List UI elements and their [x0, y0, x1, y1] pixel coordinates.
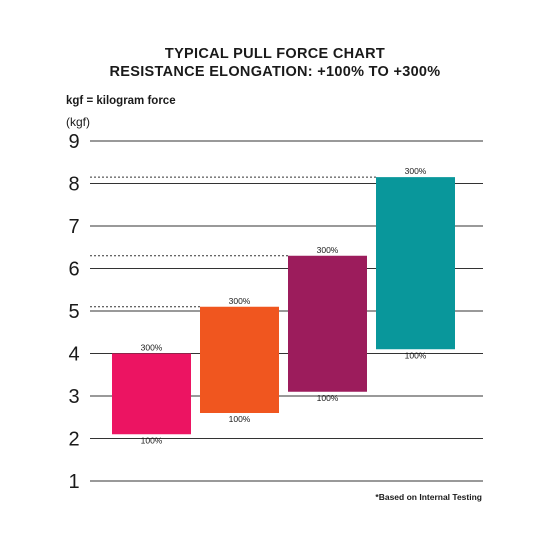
y-tick-label: 2 — [68, 429, 79, 451]
y-tick-label: 9 — [68, 131, 79, 153]
y-tick-label: 1 — [68, 471, 79, 493]
bar-high-label: 300% — [141, 343, 163, 353]
bar-low-label: 100% — [229, 414, 251, 424]
range-bar — [200, 306, 279, 413]
bar-low-label: 100% — [405, 350, 427, 360]
y-tick-label: 4 — [68, 344, 79, 366]
y-axis-unit: (kgf) — [66, 115, 90, 129]
unit-note: kgf = kilogram force — [66, 95, 176, 107]
bar-high-label: 300% — [229, 296, 251, 306]
footnote: *Based on Internal Testing — [375, 492, 482, 502]
range-bar — [288, 255, 367, 392]
range-bar — [112, 353, 191, 435]
bar-low-label: 100% — [141, 435, 163, 445]
chart-title: TYPICAL PULL FORCE CHART — [164, 46, 386, 62]
y-tick-label: 5 — [68, 301, 79, 323]
y-tick-label: 7 — [68, 216, 79, 238]
y-tick-label: 6 — [68, 259, 79, 281]
bar-high-label: 300% — [405, 166, 427, 176]
range-bar — [376, 177, 455, 350]
y-tick-label: 3 — [68, 386, 79, 408]
y-tick-label: 8 — [68, 174, 79, 196]
bar-low-label: 100% — [317, 393, 339, 403]
chart-subtitle: RESISTANCE ELONGATION: +100% TO +300% — [109, 64, 441, 80]
bar-high-label: 300% — [317, 245, 339, 255]
